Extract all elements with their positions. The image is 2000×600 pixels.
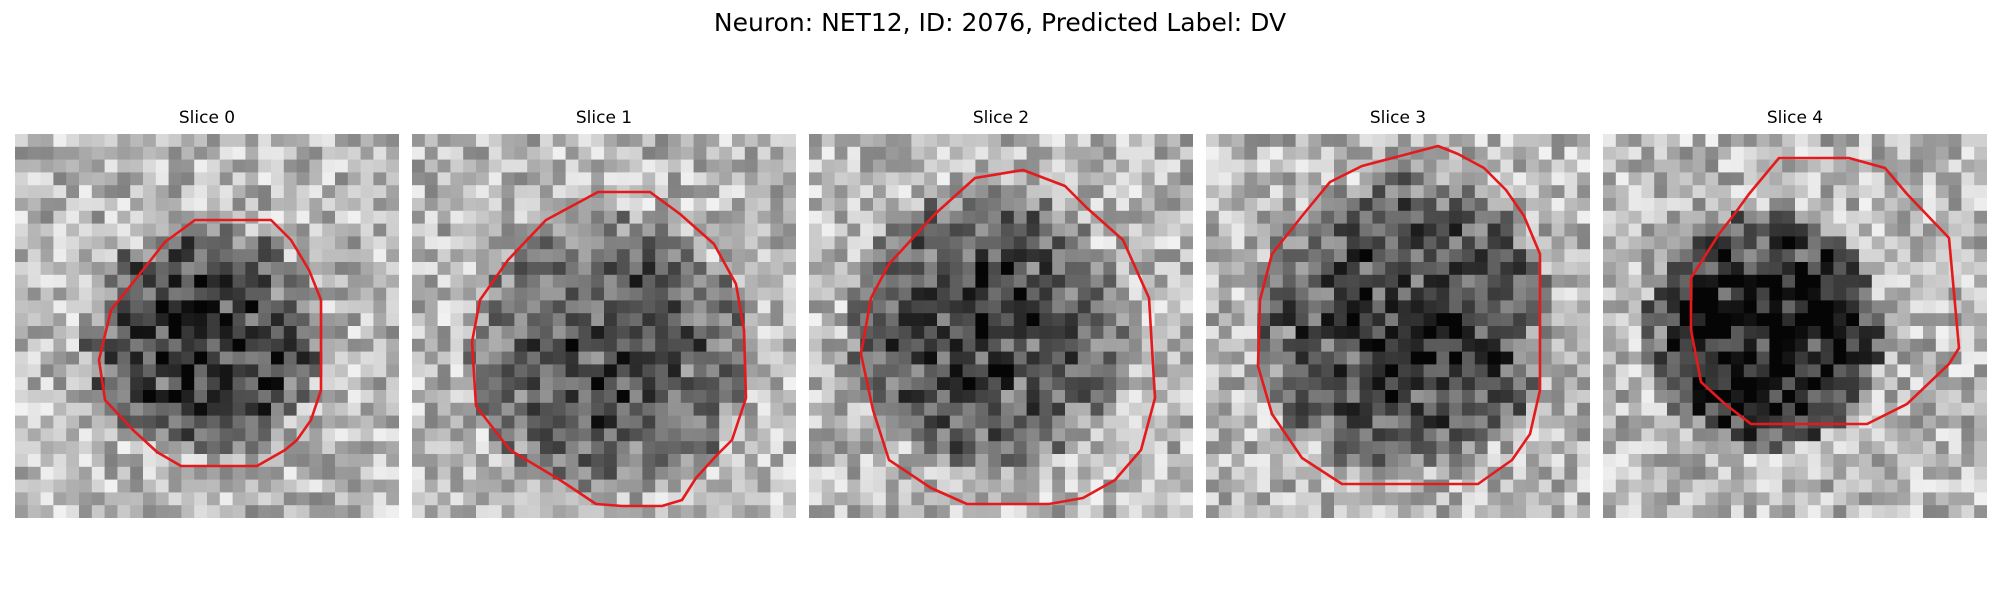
slice-image-4 (1603, 134, 1987, 518)
slice-panel-2: Slice 2 (809, 108, 1193, 520)
slice-image-2 (809, 134, 1193, 518)
roi-contour (1256, 144, 1542, 486)
slice-panel-1: Slice 1 (412, 108, 796, 520)
roi-contour (470, 190, 748, 508)
pixel-grid (15, 134, 399, 518)
roi-contour (97, 218, 323, 468)
figure-title: Neuron: NET12, ID: 2076, Predicted Label… (713, 8, 1287, 37)
slice-title-0: Slice 0 (178, 108, 236, 128)
roi-contour (859, 168, 1157, 506)
slice-image-1 (412, 134, 796, 518)
slice-title-3: Slice 3 (1369, 108, 1427, 128)
pixel-grid (1206, 134, 1590, 518)
slice-image-3 (1206, 134, 1590, 518)
slice-title-2: Slice 2 (972, 108, 1030, 128)
slice-panel-3: Slice 3 (1206, 108, 1590, 520)
slice-panel-0: Slice 0 (15, 108, 399, 520)
slice-title-1: Slice 1 (575, 108, 633, 128)
slice-title-4: Slice 4 (1766, 108, 1824, 128)
pixel-grid (1603, 134, 1987, 518)
slice-image-0 (15, 134, 399, 518)
roi-contour (1689, 156, 1961, 426)
slice-panel-4: Slice 4 (1603, 108, 1987, 520)
pixel-grid (412, 134, 796, 518)
pixel-grid (809, 134, 1193, 518)
